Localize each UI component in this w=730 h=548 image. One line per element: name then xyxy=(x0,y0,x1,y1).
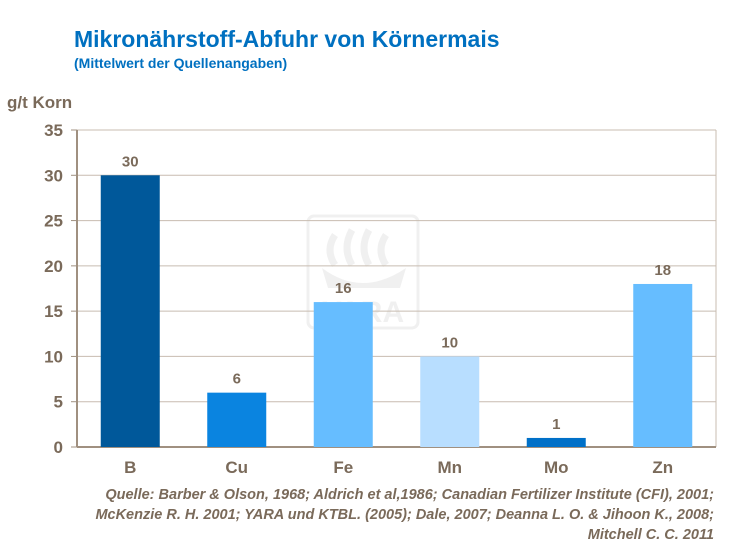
data-label: 1 xyxy=(552,416,560,433)
bar-Mn xyxy=(420,356,480,447)
x-tick-label: Zn xyxy=(652,458,673,477)
data-label: 16 xyxy=(335,280,352,297)
y-tick-label: 30 xyxy=(44,166,63,185)
data-label: 10 xyxy=(441,334,458,351)
source-line: McKenzie R. H. 2001; YARA und KTBL. (200… xyxy=(95,507,714,523)
data-label: 18 xyxy=(654,262,671,279)
y-tick-label: 20 xyxy=(44,257,63,276)
x-tick-label: Fe xyxy=(333,458,353,477)
x-tick-label: B xyxy=(124,458,136,477)
chart-title: Mikronährstoff-Abfuhr von Körnermais xyxy=(74,26,500,52)
y-tick-label: 0 xyxy=(54,438,63,457)
chart-subtitle: (Mittelwert der Quellenangaben) xyxy=(74,55,288,71)
source-line: Mitchell C. C. 2011 xyxy=(587,527,714,543)
x-tick-label: Mo xyxy=(544,458,569,477)
y-tick-label: 35 xyxy=(44,121,63,140)
data-label: 30 xyxy=(122,153,139,170)
y-tick-label: 10 xyxy=(44,347,63,366)
bar-Fe xyxy=(313,302,373,447)
data-label: 6 xyxy=(233,371,241,388)
bar-B xyxy=(100,175,160,448)
source-citation: Quelle: Barber & Olson, 1968; Aldrich et… xyxy=(14,485,714,545)
y-axis-label: g/t Korn xyxy=(7,93,73,112)
y-tick-label: 15 xyxy=(44,302,63,321)
bar-Cu xyxy=(207,392,267,447)
bar-Zn xyxy=(633,283,693,447)
x-tick-label: Mn xyxy=(437,458,462,477)
y-tick-label: 25 xyxy=(44,212,63,231)
y-tick-label: 5 xyxy=(54,393,63,412)
x-tick-label: Cu xyxy=(225,458,248,477)
bar-Mo xyxy=(526,437,586,447)
source-line: Quelle: Barber & Olson, 1968; Aldrich et… xyxy=(105,487,714,503)
